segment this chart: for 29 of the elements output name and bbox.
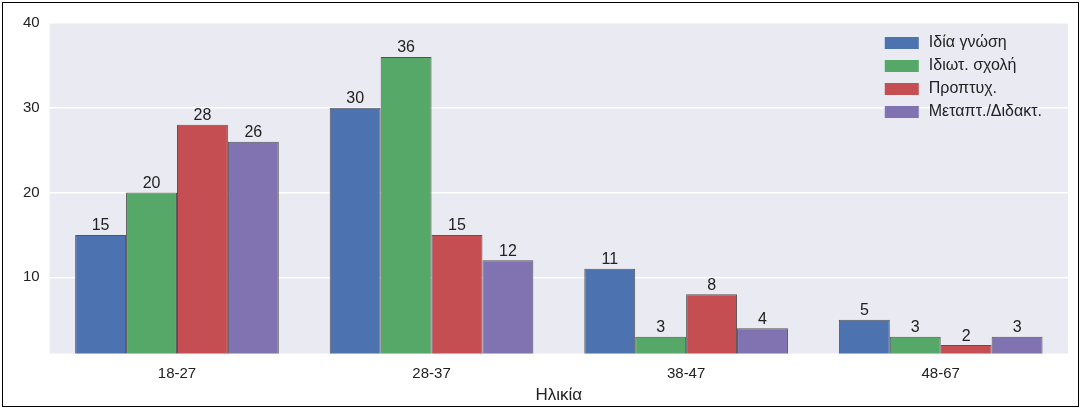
- data-label: 30: [346, 89, 365, 107]
- data-label: 26: [244, 123, 263, 141]
- data-label: 28: [193, 106, 212, 124]
- data-label: 3: [1012, 318, 1022, 336]
- data-label: 3: [910, 318, 920, 336]
- data-label: 3: [656, 318, 666, 336]
- data-label: 15: [448, 216, 467, 234]
- y-tick-label: 30: [23, 97, 40, 115]
- data-label: 36: [397, 38, 416, 56]
- data-label: 11: [601, 250, 619, 268]
- y-tick-label: 20: [23, 182, 40, 200]
- legend-label: Ιδιωτ. σχολή: [928, 56, 1017, 74]
- x-axis-title: Ηλικία: [535, 385, 583, 405]
- data-label: 15: [91, 216, 110, 234]
- data-label: 12: [499, 241, 517, 259]
- legend-label: Μεταπτ./Διδακτ.: [928, 102, 1042, 120]
- legend-label: Ιδία γνώση: [928, 33, 1007, 51]
- data-label: 8: [707, 275, 717, 293]
- y-tick-label: 10: [23, 267, 40, 285]
- data-label: 2: [961, 326, 971, 344]
- x-tick-label: 38-47: [666, 363, 706, 381]
- data-label: 5: [859, 301, 869, 319]
- x-tick-label: 18-27: [157, 363, 197, 381]
- data-label: 20: [142, 173, 161, 191]
- data-label: 4: [758, 309, 768, 327]
- y-tick-label: 40: [23, 13, 40, 31]
- x-tick-label: 48-67: [921, 363, 960, 381]
- legend-label: Προπτυχ.: [928, 79, 998, 97]
- x-tick-label: 28-37: [412, 363, 451, 381]
